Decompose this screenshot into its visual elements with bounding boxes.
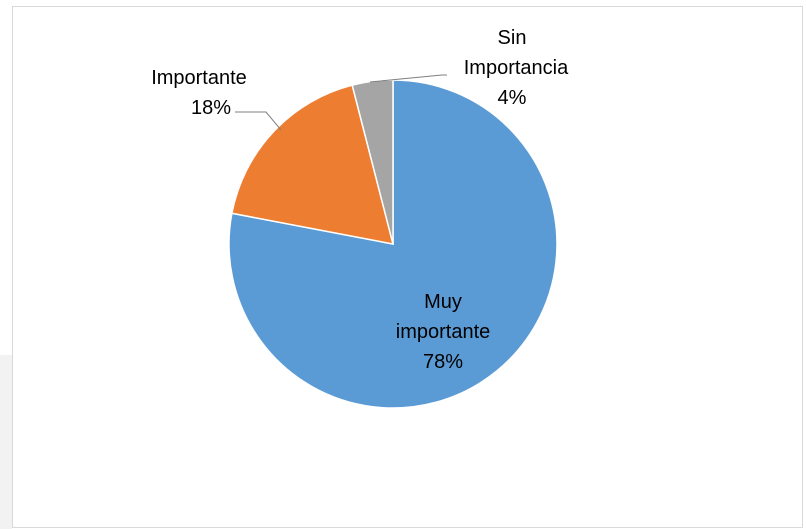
- slice-label-importante-name: Importante: [151, 67, 247, 89]
- slice-label-sin-pct: 4%: [498, 87, 527, 109]
- leader-line-importante: [235, 111, 282, 131]
- pie-chart-svg: Muy importante 78% Importante 18% Sin Im…: [151, 27, 569, 409]
- chart-area[interactable]: Muy importante 78% Importante 18% Sin Im…: [12, 6, 803, 528]
- pie-slice-muy-importante[interactable]: [228, 79, 558, 409]
- pie-slice-importante[interactable]: [231, 84, 395, 245]
- left-panel: [0, 355, 12, 529]
- slice-label-importante-pct: 18%: [191, 97, 231, 119]
- slice-label-sin-name-2: Importancia: [464, 57, 569, 79]
- slice-label-muy-pct: 78%: [423, 351, 463, 373]
- slice-label-muy-name-2: importante: [396, 321, 491, 343]
- pie-slices: [228, 79, 558, 409]
- leader-line-sin-importancia: [369, 74, 447, 83]
- slice-label-sin-name-1: Sin: [498, 27, 527, 49]
- slice-label-muy-name-1: Muy: [424, 291, 462, 313]
